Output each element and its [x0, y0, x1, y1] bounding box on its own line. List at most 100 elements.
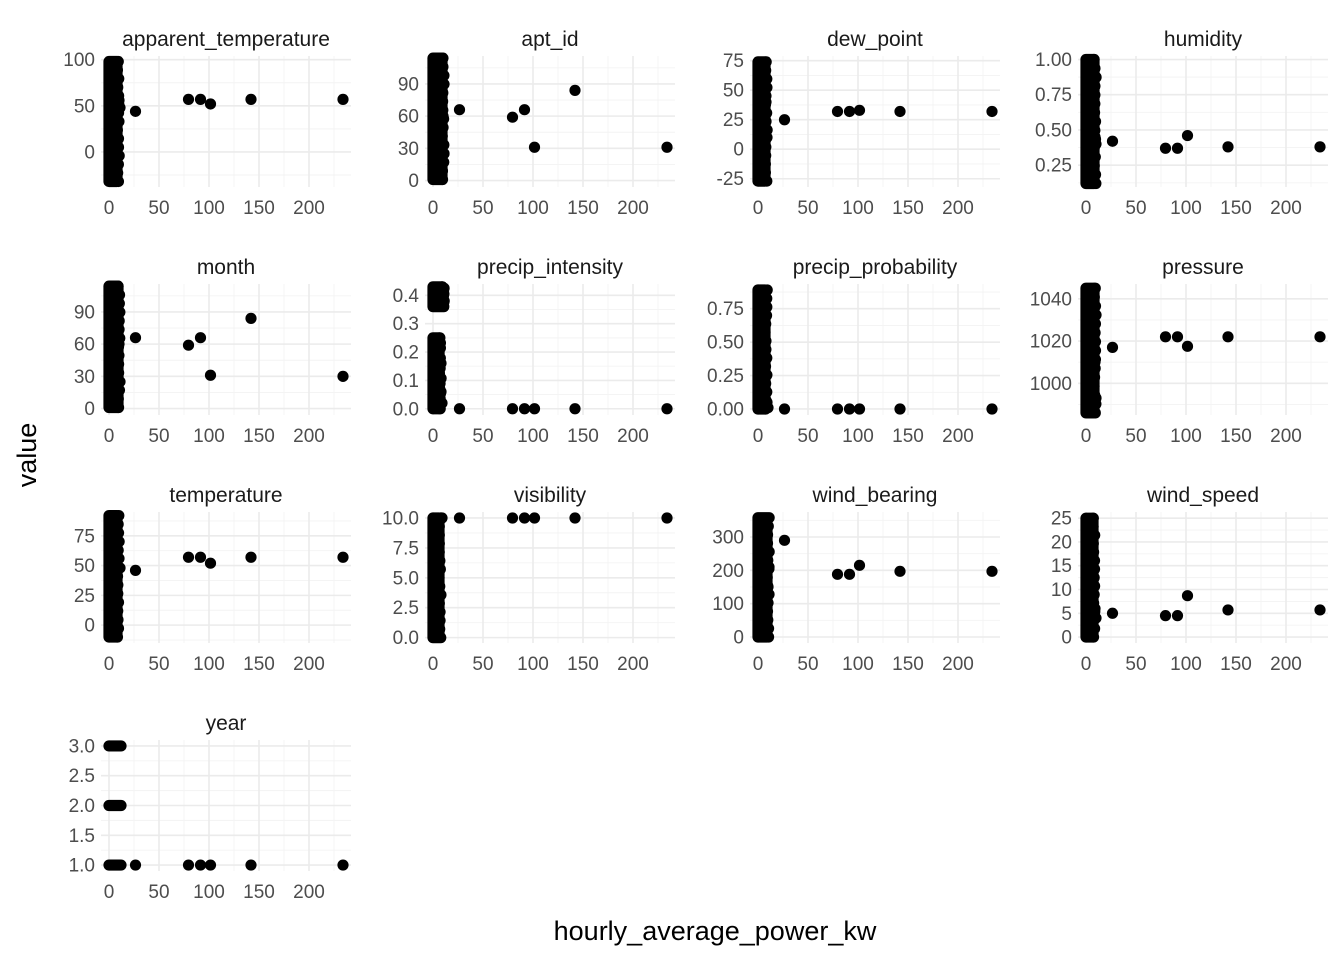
data-point [1089, 318, 1102, 330]
y-tick-label: 0.1 [393, 371, 419, 392]
data-point [1089, 602, 1101, 615]
panel-grid [425, 284, 675, 415]
y-tick-label: 50 [74, 556, 95, 577]
data-point [760, 115, 772, 128]
y-tick-label: 15 [1051, 556, 1072, 577]
data-point [437, 61, 449, 73]
x-tick-label: 0 [1081, 426, 1092, 447]
data-point [763, 561, 775, 573]
x-tick-label: 100 [842, 426, 874, 447]
panel-points [103, 509, 349, 643]
data-point [1090, 177, 1102, 190]
y-tick-label: 5.0 [393, 568, 419, 589]
data-point [1089, 80, 1101, 92]
data-point [114, 376, 126, 388]
facet-title: temperature [169, 484, 282, 507]
dense-point-cluster [103, 799, 127, 812]
data-point [434, 563, 446, 575]
data-point [438, 69, 450, 82]
y-tick-label: 0 [408, 171, 419, 192]
panel-points [752, 512, 998, 643]
x-tick-label: 200 [1270, 654, 1302, 675]
data-point [761, 537, 774, 549]
y-tick-label: 0 [84, 399, 95, 420]
x-tick-label: 200 [942, 654, 974, 675]
facet-panel-temperature: temperature 0 25 50 75 0 50 100 150 200 [74, 484, 351, 675]
data-point [113, 115, 125, 128]
x-tick-label: 50 [148, 654, 169, 675]
outlier-point [1171, 331, 1184, 343]
panel-grid [750, 284, 1000, 415]
data-point [113, 315, 125, 327]
y-tick-label: 7.5 [393, 538, 419, 559]
outlier-point [245, 312, 257, 324]
y-tick-label: 100 [712, 594, 744, 615]
data-point [760, 335, 772, 347]
x-tick-label: 0 [104, 654, 115, 675]
y-tick-label: 60 [398, 107, 419, 128]
y-tick-label: 0.00 [707, 399, 744, 420]
x-tick-label: 100 [1170, 426, 1202, 447]
outlier-point [1222, 141, 1234, 153]
data-point [112, 133, 125, 145]
x-tick-label: 150 [892, 426, 924, 447]
data-point [759, 166, 771, 179]
data-point [761, 571, 773, 583]
facet-panel-month: month 0 30 60 90 0 50 100 150 200 [74, 256, 351, 447]
data-point [437, 87, 449, 99]
data-point [435, 632, 447, 644]
y-tick-label: -25 [717, 169, 744, 190]
x-tick-label: 200 [1270, 198, 1302, 219]
outlier-point [1159, 331, 1172, 343]
x-tick-label: 0 [1081, 198, 1092, 219]
data-point [761, 284, 773, 296]
outlier-point [129, 564, 142, 576]
y-tick-label: 75 [723, 51, 744, 72]
data-point [111, 631, 124, 643]
data-point [113, 323, 125, 336]
data-point [433, 538, 445, 550]
data-point [438, 156, 450, 168]
x-tick-label: 50 [148, 426, 169, 447]
data-point [761, 352, 773, 364]
outlier-point [661, 141, 673, 153]
panel-grid [1078, 284, 1328, 415]
data-point [112, 579, 124, 591]
x-tick-label: 200 [617, 654, 649, 675]
y-tick-label: 30 [398, 139, 419, 160]
y-tick-label: 1000 [1030, 374, 1072, 395]
data-point [761, 175, 773, 187]
data-point [112, 527, 125, 539]
data-point [113, 536, 125, 548]
x-tick-label: 50 [797, 198, 818, 219]
x-tick-label: 100 [842, 654, 874, 675]
y-tick-label: 0.25 [707, 366, 744, 387]
x-tick-label: 150 [892, 198, 924, 219]
outlier-point [569, 512, 581, 524]
data-point [114, 306, 126, 318]
data-point [438, 148, 450, 160]
y-tick-label: 0.75 [707, 299, 744, 320]
facet-panel-apparent_temperature: apparent_temperature 0 50 100 0 50 100 150 200 [63, 28, 351, 219]
y-tick-label: 2.0 [69, 796, 95, 817]
y-tick-label: 0.50 [707, 333, 744, 354]
y-axis-title: value [12, 423, 42, 488]
outlier-point [831, 403, 844, 415]
y-tick-label: 1.5 [69, 826, 95, 847]
outlier-point [894, 403, 906, 415]
data-point [434, 623, 446, 635]
outlier-point [1181, 590, 1194, 602]
panel-points [752, 56, 998, 187]
data-point [434, 555, 446, 567]
y-tick-label: 1020 [1030, 332, 1072, 353]
data-point [1088, 572, 1100, 584]
data-point [434, 606, 446, 618]
data-point [112, 81, 124, 93]
data-point [761, 529, 774, 541]
data-point [759, 326, 771, 339]
data-point [762, 614, 774, 626]
x-tick-label: 200 [293, 198, 325, 219]
data-point [1089, 151, 1101, 163]
